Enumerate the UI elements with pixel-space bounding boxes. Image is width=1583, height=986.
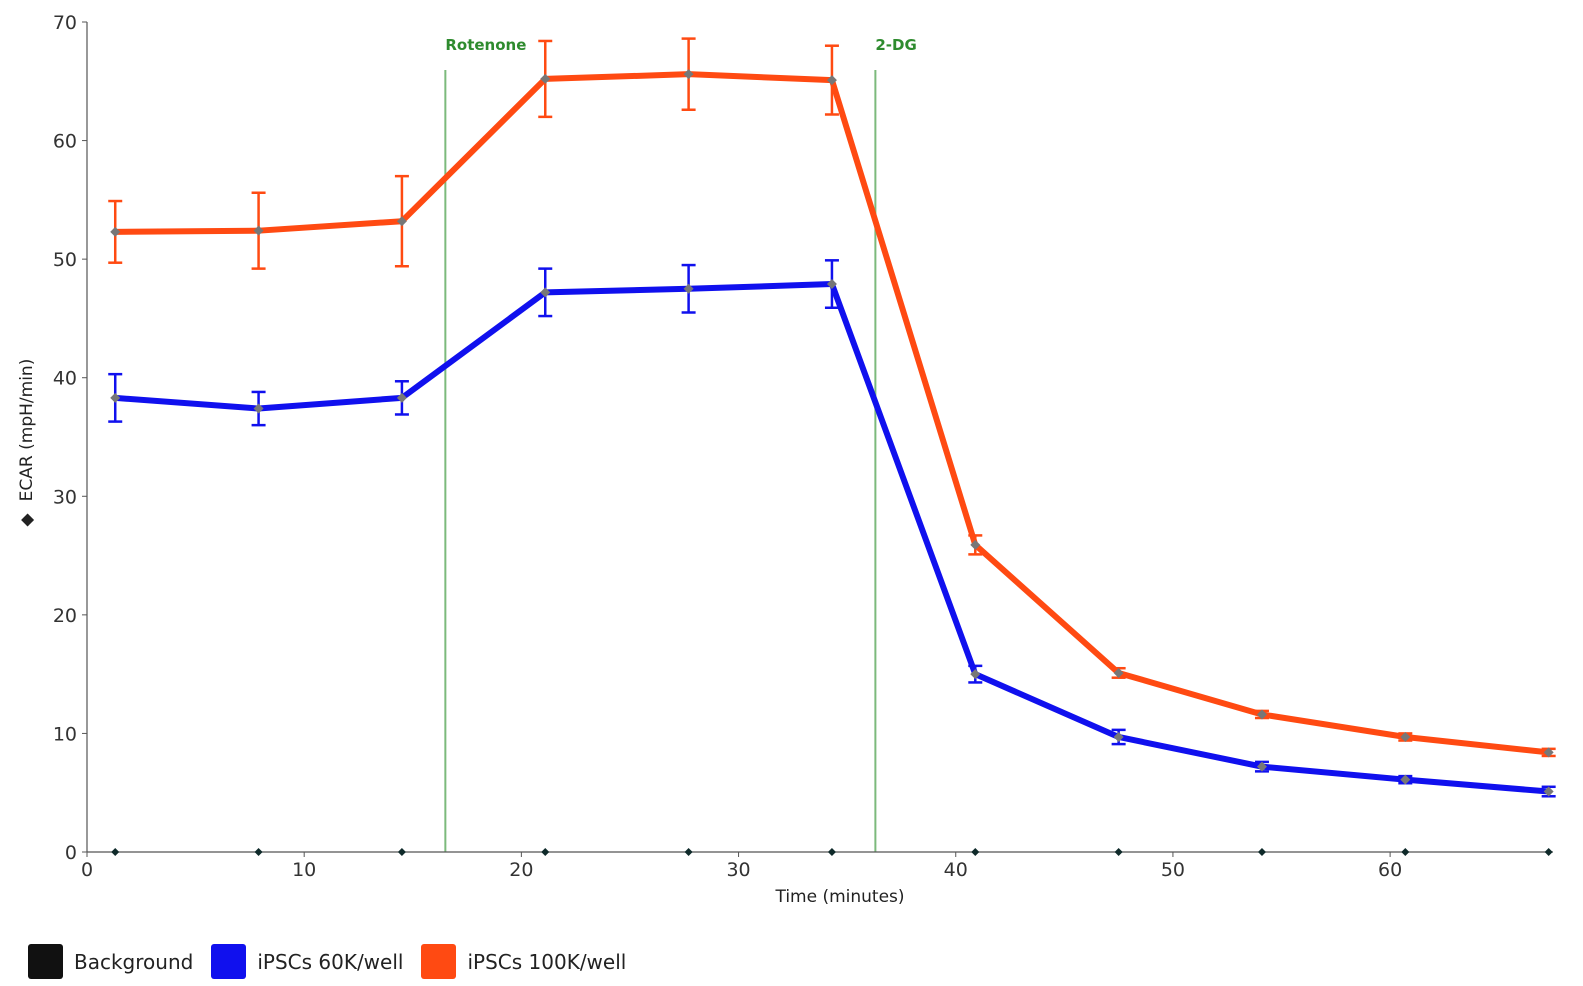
legend-item-ipscs-60k[interactable]: iPSCs 60K/well [211,944,403,979]
y-tick-label: 0 [65,842,77,864]
legend: Background iPSCs 60K/well iPSCs 100K/wel… [28,944,644,979]
data-point [540,287,551,298]
y-tick-label: 70 [53,12,77,34]
x-axis-title: Time (minutes) [774,887,904,907]
axis-labels: Time (minutes) ECAR (mpH/min) ◆ [17,359,905,907]
data-point [683,283,694,294]
data-point [396,216,407,227]
data-point [683,69,694,80]
data-point [111,848,120,856]
legend-item-background[interactable]: Background [28,944,193,979]
data-point [1113,667,1124,678]
y-tick-label: 30 [53,486,77,508]
x-tick-label: 30 [726,859,750,881]
data-point [541,848,550,856]
series-line [112,281,1552,795]
data-point [1401,848,1410,856]
data-point [1256,709,1267,720]
y-tick-label: 60 [53,131,77,153]
series-group [108,37,1556,758]
data-point [1256,761,1267,772]
legend-item-ipscs-100k[interactable]: iPSCs 100K/well [421,944,626,979]
x-tick-label: 10 [292,859,316,881]
event-markers: Rotenone 2-DG [444,36,917,852]
series-lines [108,37,1556,856]
x-tick-label: 60 [1378,859,1402,881]
data-point [110,226,121,237]
data-point [970,539,981,550]
y-axis-title: ECAR (mpH/min) [17,359,37,502]
series-group [108,259,1556,798]
data-point [1544,848,1553,856]
axes: 0 10 20 30 40 50 60 0 10 20 30 40 50 60 70 [53,12,1553,881]
legend-label-background: Background [74,949,194,974]
data-point [826,279,837,290]
data-point [1400,774,1411,785]
data-point [1543,747,1554,758]
y-tick-label: 50 [53,249,77,271]
data-point [1257,848,1266,856]
data-point [110,392,121,403]
y-tick-label: 40 [53,368,77,390]
y-tick-label: 10 [53,723,77,745]
data-point [254,848,263,856]
legend-label-ipscs-60k: iPSCs 60K/well [257,949,404,974]
x-tick-label: 0 [81,859,93,881]
legend-swatch-ipscs-60k [211,944,247,979]
x-tick-label: 50 [1161,859,1185,881]
legend-swatch-background [28,944,63,979]
series-line [112,71,1552,756]
y-tick-label: 20 [53,605,77,627]
series-group [111,848,1553,856]
data-point [540,73,551,84]
data-point [826,75,837,86]
data-point [1400,731,1411,742]
data-point [396,392,407,403]
data-point [684,848,693,856]
legend-swatch-ipscs-100k [421,944,457,979]
data-point [253,403,264,414]
data-point [253,225,264,236]
data-point [1113,731,1124,742]
legend-label-ipscs-100k: iPSCs 100K/well [467,949,627,974]
x-tick-label: 20 [509,859,533,881]
data-point [970,669,981,680]
data-point [827,848,836,856]
ecar-chart: Rotenone 2-DG 0 10 20 30 40 50 60 0 10 20 30 40 50 60 7… [17,12,1556,907]
x-tick-label: 40 [944,859,968,881]
data-point [397,848,406,856]
event-label: 2-DG [875,36,916,54]
data-point [1114,848,1123,856]
y-axis-diamond-icon: ◆ [17,513,37,527]
data-point [971,848,980,856]
event-label: Rotenone [445,36,526,54]
data-point [1543,786,1554,797]
